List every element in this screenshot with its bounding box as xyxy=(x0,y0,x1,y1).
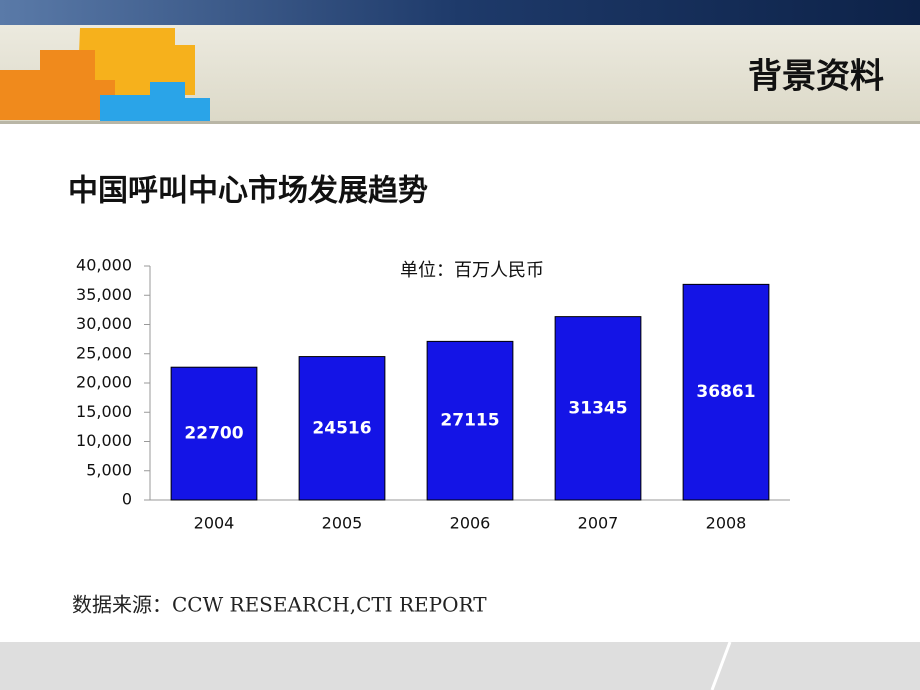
bar xyxy=(426,340,514,501)
data-label: 31345 xyxy=(568,398,627,418)
unit-label: 单位：百万人民币 xyxy=(400,260,544,281)
x-tick-label: 2008 xyxy=(706,514,747,533)
y-tick-label: 30,000 xyxy=(76,314,132,333)
y-tick-label: 35,000 xyxy=(76,285,132,304)
y-tick-label: 10,000 xyxy=(76,431,132,450)
chart-title: 中国呼叫中心市场发展趋势 xyxy=(68,174,428,209)
puzzle-orange xyxy=(0,50,115,120)
footer-slash xyxy=(710,641,732,690)
y-tick-label: 25,000 xyxy=(76,343,132,362)
x-tick-label: 2006 xyxy=(450,514,491,533)
source: 数据来源：CCW RESEARCH,CTI REPORT xyxy=(72,593,487,617)
puzzle-blue xyxy=(100,82,210,121)
data-label: 36861 xyxy=(696,382,755,402)
y-tick-label: 0 xyxy=(122,490,132,509)
bar xyxy=(682,283,770,501)
x-tick-label: 2007 xyxy=(578,514,619,533)
y-tick-label: 5,000 xyxy=(86,460,132,479)
header-rule xyxy=(0,121,920,124)
x-tick-label: 2004 xyxy=(194,514,235,533)
y-tick-label: 20,000 xyxy=(76,373,132,392)
y-tick-label: 40,000 xyxy=(76,256,132,275)
top-bar xyxy=(0,0,920,25)
bar xyxy=(170,366,258,501)
data-label: 24516 xyxy=(312,418,371,438)
x-tick-label: 2005 xyxy=(322,514,363,533)
header-title: 背景资料 xyxy=(748,57,884,97)
y-tick-label: 15,000 xyxy=(76,402,132,421)
data-label: 27115 xyxy=(440,411,499,431)
footer-band xyxy=(0,642,920,690)
bar xyxy=(298,356,386,501)
bar xyxy=(554,316,642,501)
data-label: 22700 xyxy=(184,424,243,444)
